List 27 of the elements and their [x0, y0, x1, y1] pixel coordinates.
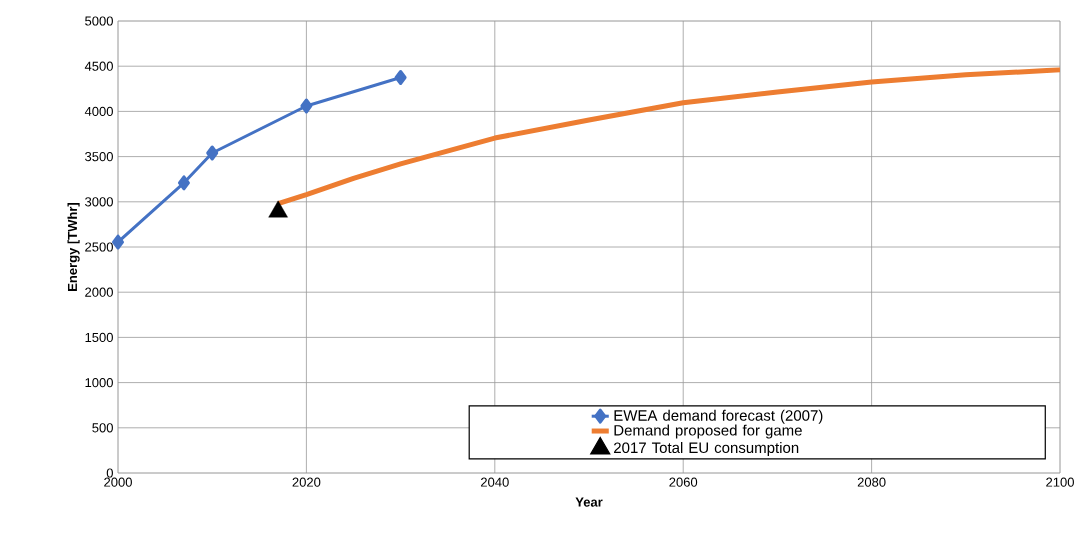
point: [300, 98, 313, 114]
y-tick-label: 1000: [85, 378, 113, 388]
y-tick-label: 3500: [85, 151, 113, 162]
y-tick-label: 2000: [85, 287, 113, 297]
y-tick-label: 3000: [85, 197, 113, 207]
y-tick-label: 4000: [84, 106, 113, 116]
x-tick-label: 2080: [857, 477, 886, 487]
x-axis-title: Year: [575, 497, 603, 507]
legend-label: 2017 Total EU consumption: [614, 442, 799, 456]
point: [112, 234, 124, 250]
y-tick-label: 500: [92, 423, 113, 433]
y-axis-title: Energy [TWhr]: [67, 202, 80, 291]
legend-label: Demand proposed for game: [614, 424, 802, 439]
x-tick-label: 2040: [481, 477, 509, 487]
x-tick-label: 2100: [1046, 477, 1074, 487]
y-tick-label: 2500: [85, 242, 113, 252]
y-tick-label: 5000: [85, 16, 113, 26]
y-tick-label: 4500: [84, 61, 113, 71]
x-tick-label: 2000: [104, 477, 132, 487]
y-tick-label: 1500: [85, 332, 113, 342]
point: [177, 175, 190, 191]
x-tick-label: 2020: [292, 477, 321, 487]
y-tick-label: 0: [106, 468, 113, 478]
legend-label: EWEA demand forecast (2007): [614, 409, 823, 424]
x-tick-label: 2060: [669, 477, 698, 487]
point: [206, 145, 219, 161]
point: [394, 70, 407, 85]
